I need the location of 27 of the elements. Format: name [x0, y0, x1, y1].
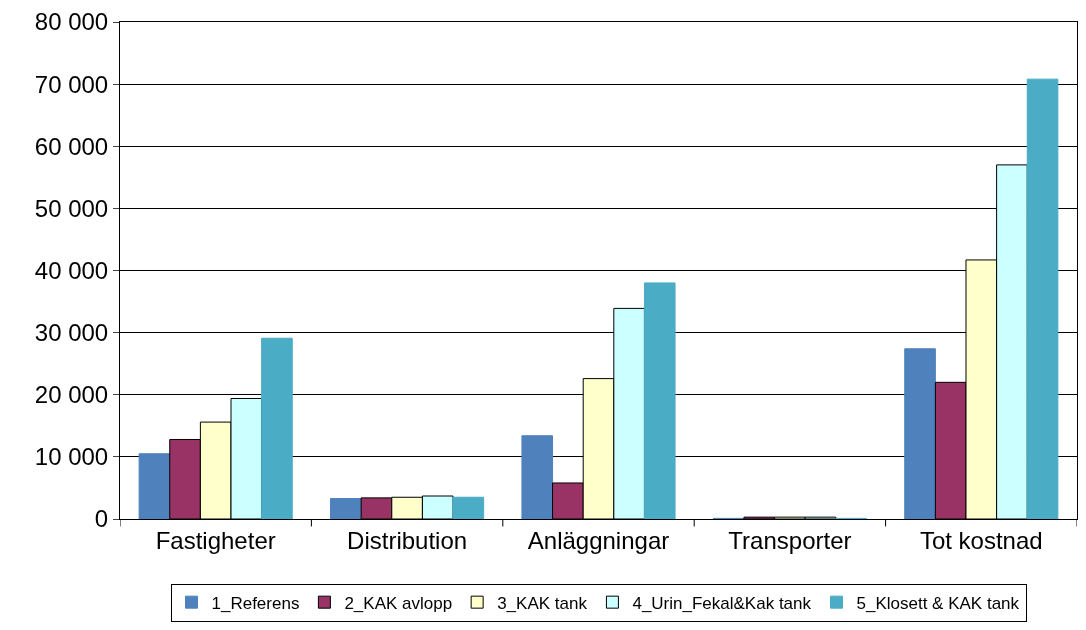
y-tick-label: 30 000	[34, 319, 109, 347]
legend-label: 2_KAK avlopp	[344, 593, 453, 613]
bar	[1026, 78, 1059, 519]
y-tick-label: 70 000	[34, 70, 109, 98]
x-tick-label: Transporter	[728, 526, 852, 554]
y-tick-label: 80 000	[34, 8, 109, 36]
y-tick-label: 60 000	[34, 132, 109, 160]
legend-label: 1_Referens	[211, 593, 300, 613]
bar	[904, 348, 936, 519]
x-tick-label: Anläggningar	[527, 526, 670, 554]
legend-label: 3_KAK tank	[497, 593, 588, 613]
bar	[138, 453, 171, 519]
x-tick-label: Fastigheter	[155, 526, 276, 554]
bar	[452, 496, 485, 519]
bar	[261, 337, 293, 519]
y-tick-label: 20 000	[34, 381, 109, 409]
bar	[643, 282, 676, 519]
y-tick-label: 50 000	[34, 194, 109, 222]
x-tick-label: Tot kostnad	[919, 526, 1043, 554]
y-tick-label: 0	[94, 505, 109, 533]
bar	[521, 435, 554, 519]
bar	[330, 498, 362, 519]
legend-label: 4_Urin_Fekal&Kak tank	[632, 593, 812, 613]
y-tick-label: 40 000	[34, 256, 109, 284]
legend-label: 5_Klosett & KAK tank	[856, 593, 1020, 613]
y-tick-label: 10 000	[34, 443, 109, 471]
x-tick-label: Distribution	[347, 526, 468, 554]
